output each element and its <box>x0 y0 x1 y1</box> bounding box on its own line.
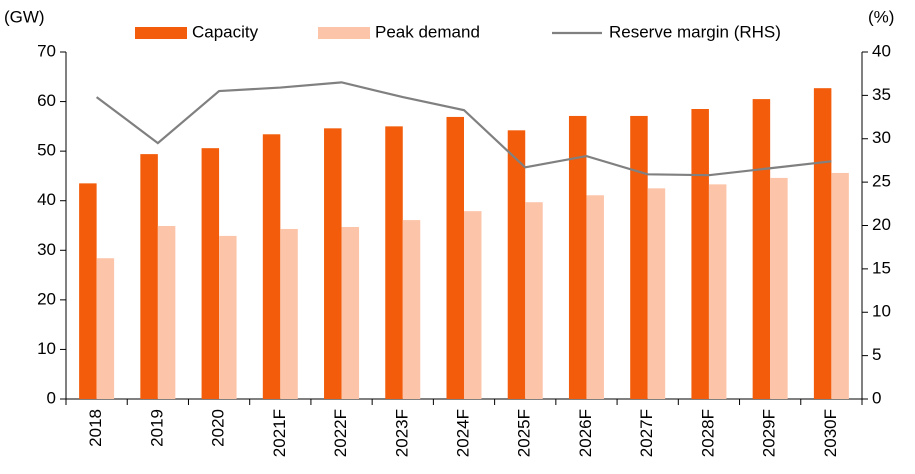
x-tick-label: 2025F <box>515 409 534 457</box>
x-tick-label: 2022F <box>331 409 350 457</box>
legend-swatch <box>318 27 370 39</box>
x-tick-label: 2018 <box>86 409 105 447</box>
x-tick-label: 2023F <box>392 409 411 457</box>
legend-swatch <box>135 27 187 39</box>
bar <box>586 195 604 399</box>
y-axis-label: (GW) <box>4 7 45 26</box>
bar <box>140 154 158 399</box>
bar <box>402 220 421 399</box>
x-tick-label: 2030F <box>821 409 840 457</box>
x-tick-label: 2020 <box>209 409 228 447</box>
bar <box>647 188 666 399</box>
line-series <box>95 81 832 177</box>
y-tick-label: 30 <box>37 240 56 259</box>
y2-axis-label: (%) <box>868 7 894 26</box>
bar <box>262 134 281 399</box>
y-tick-label: 20 <box>37 289 56 308</box>
bar <box>630 115 648 399</box>
y2-tick-label: 10 <box>872 302 891 321</box>
bar <box>691 109 709 399</box>
bar <box>385 126 403 399</box>
bar <box>446 116 464 399</box>
y2-tick-label: 5 <box>872 345 881 364</box>
y-tick-label: 50 <box>37 141 56 160</box>
bar <box>813 88 832 400</box>
bar <box>157 225 176 399</box>
y2-tick-label: 40 <box>872 41 891 60</box>
bar <box>831 172 849 399</box>
x-tick-label: 2024F <box>453 409 472 457</box>
y-tick-label: 40 <box>37 190 56 209</box>
y-tick-label: 60 <box>37 91 56 110</box>
bar <box>708 184 727 399</box>
bar <box>324 128 342 399</box>
x-tick-label: 2028F <box>698 409 717 457</box>
y-tick-label: 0 <box>47 388 56 407</box>
x-tick-label: 2019 <box>147 409 166 447</box>
y2-tick-label: 25 <box>872 172 891 191</box>
y2-tick-label: 20 <box>872 215 891 234</box>
y2-tick-label: 35 <box>872 85 891 104</box>
bar <box>525 202 543 399</box>
x-tick-label: 2029F <box>760 409 779 457</box>
x-tick-label: 2026F <box>576 409 595 457</box>
bar <box>770 177 788 399</box>
y2-tick-label: 30 <box>872 128 891 147</box>
x-tick-label: 2021F <box>270 409 289 457</box>
bar <box>568 115 587 399</box>
bar <box>280 228 298 399</box>
bar <box>464 211 482 399</box>
legend-label: Capacity <box>192 22 259 41</box>
legend-label: Peak demand <box>375 22 480 41</box>
bar <box>507 130 526 399</box>
bar <box>79 183 97 399</box>
bar <box>201 148 220 399</box>
bar <box>752 99 771 399</box>
y2-tick-label: 15 <box>872 258 891 277</box>
bar <box>219 235 237 399</box>
legend-label: Reserve margin (RHS) <box>609 22 781 41</box>
x-tick-label: 2027F <box>637 409 656 457</box>
y2-tick-label: 0 <box>872 388 881 407</box>
y-tick-label: 70 <box>37 41 56 60</box>
bar <box>341 226 360 399</box>
y-tick-label: 10 <box>37 339 56 358</box>
bar <box>96 258 115 399</box>
